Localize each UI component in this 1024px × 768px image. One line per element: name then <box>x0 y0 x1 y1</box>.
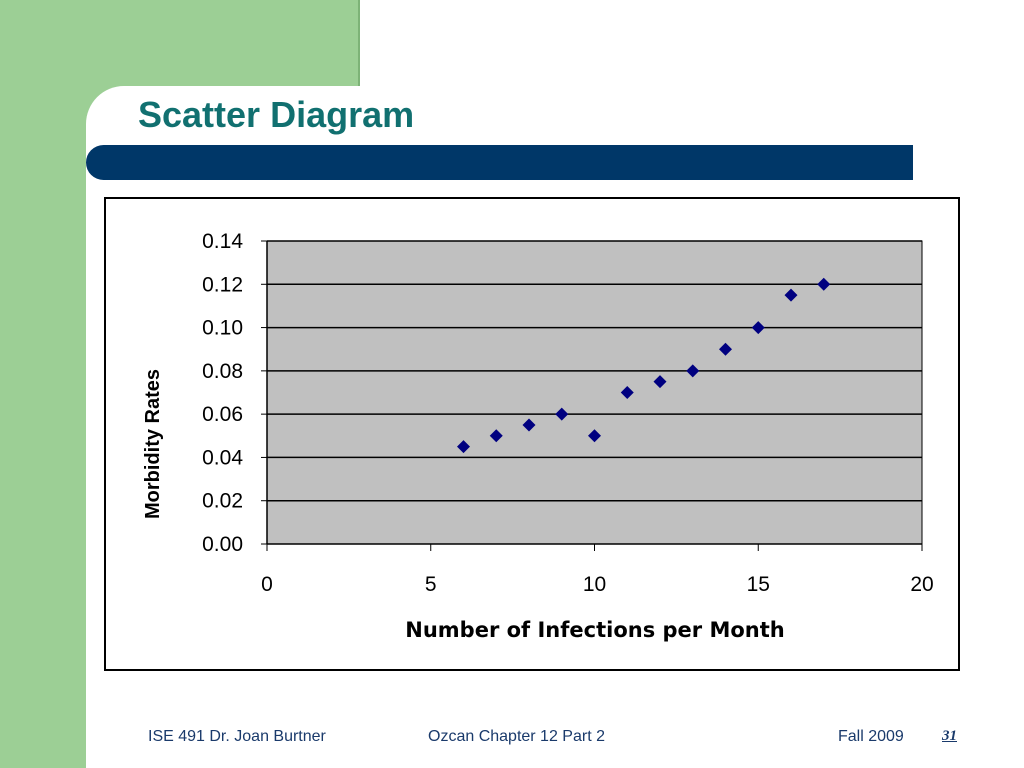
y-tick-label: 0.06 <box>202 403 243 426</box>
data-point <box>686 364 700 378</box>
plot-area <box>266 240 923 545</box>
y-axis-label: Morbidity Rates <box>142 369 164 519</box>
data-point <box>620 386 634 399</box>
y-tick-label: 0.08 <box>202 360 243 383</box>
data-point <box>719 342 732 356</box>
y-tick-label: 0.14 <box>202 230 243 253</box>
page-number: 31 <box>942 728 957 744</box>
x-axis-label: Number of Infections per Month <box>405 618 784 642</box>
y-tick-label: 0.12 <box>202 273 243 296</box>
y-tick-label: 0.00 <box>202 533 243 556</box>
data-point <box>751 321 765 335</box>
slide-title: Scatter Diagram <box>138 94 415 135</box>
y-tick-label: 0.02 <box>202 490 243 513</box>
x-tick-label: 20 <box>910 573 933 596</box>
footer-chapter: Ozcan Chapter 12 Part 2 <box>428 728 605 745</box>
x-tick-label: 15 <box>747 573 770 596</box>
title-underline-bar <box>86 145 913 180</box>
x-tick-label: 10 <box>583 573 606 596</box>
x-tick-label: 5 <box>425 573 437 596</box>
footer-term: Fall 2009 <box>838 728 904 745</box>
footer-course: ISE 491 Dr. Joan Burtner <box>148 728 326 745</box>
y-tick-label: 0.10 <box>202 317 243 340</box>
scatter-chart: 0.00 0.02 0.04 0.06 0.08 0.10 0.12 0.14 0 5 10 15 2… <box>142 230 934 642</box>
data-point <box>555 407 569 421</box>
chart-frame: 0.00 0.02 0.04 0.06 0.08 0.10 0.12 0.14 0 5 10 15 2… <box>104 197 960 671</box>
data-point <box>457 440 470 454</box>
x-tick-label: 0 <box>261 573 273 596</box>
data-point <box>588 429 601 443</box>
data-point <box>817 277 831 291</box>
data-point <box>653 375 667 389</box>
data-point <box>784 288 798 302</box>
data-point <box>489 429 503 443</box>
y-tick-label: 0.04 <box>202 446 243 469</box>
data-point <box>522 418 536 432</box>
